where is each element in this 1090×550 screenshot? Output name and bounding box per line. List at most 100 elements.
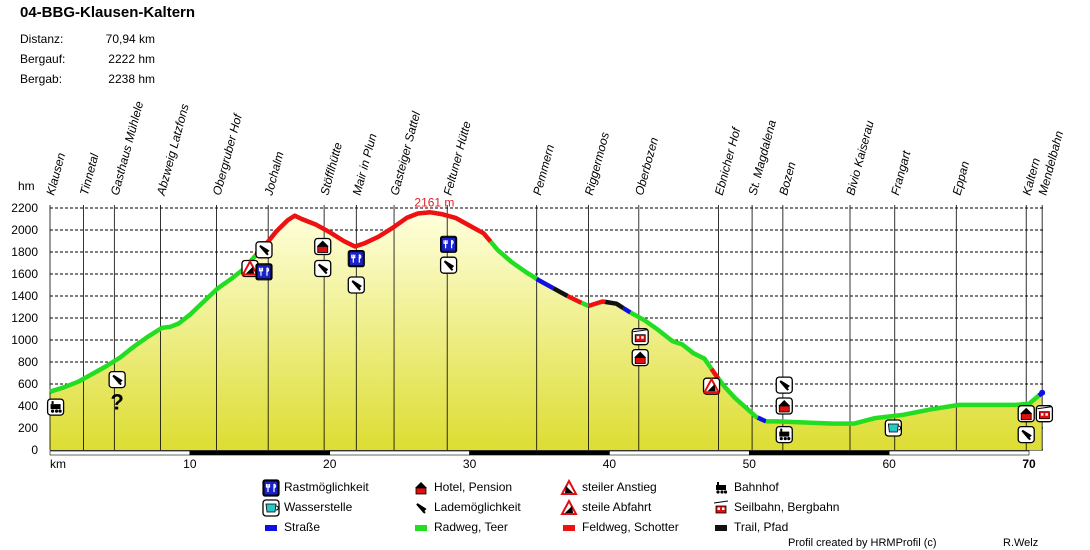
stat-distance: Distanz: 70,94 km	[20, 32, 155, 46]
credit-text: Profil created by HRMProfil (c)	[788, 537, 937, 549]
x-axis-bar-segment	[329, 450, 470, 456]
icon-body	[634, 357, 646, 365]
icon-cable	[633, 329, 648, 333]
icon-swatch	[715, 524, 727, 531]
x-tick-label: 10	[183, 457, 197, 471]
icon-glyph	[443, 260, 455, 271]
waypoint-label: Stöfflhütte	[317, 141, 345, 197]
icon-cable	[1037, 406, 1052, 410]
hotel-icon	[631, 348, 649, 367]
legend-label: Straße	[284, 520, 321, 534]
hotel-icon	[1017, 405, 1035, 423]
restaurant-legend-icon	[262, 479, 280, 497]
profile-segment-bike	[49, 253, 258, 394]
icon-chimney	[780, 428, 783, 432]
x-axis-bar-segment	[888, 450, 1030, 456]
steep-ascent-legend-icon	[560, 478, 578, 495]
waypoint-label: Eppan	[950, 159, 973, 196]
icon-glyph	[317, 263, 329, 275]
icon-glyph	[707, 384, 716, 392]
profile-segment-road	[756, 415, 768, 424]
charging-icon	[775, 376, 793, 394]
y-tick-label: 2200	[11, 201, 38, 215]
icon-glyph	[351, 254, 362, 263]
steep-descent-icon	[702, 377, 721, 395]
stat-label: Distanz:	[20, 32, 64, 46]
y-tick-label: 2000	[11, 223, 38, 237]
x-tick-label: 40	[603, 457, 617, 471]
icon-body	[779, 431, 790, 437]
max-elevation-label: 2161 m	[414, 195, 454, 209]
icon-window	[1040, 413, 1044, 416]
legend-item-gravel: Feldweg, Schotter	[560, 518, 679, 536]
legend-label: Lademöglichkeit	[434, 500, 521, 514]
profile-segment-road	[535, 276, 555, 291]
restaurant-icon	[439, 235, 458, 253]
profile-segment-bike	[716, 377, 759, 420]
stat-label: Bergauf:	[20, 52, 66, 66]
icon-wheel	[720, 490, 724, 494]
legend-item-bike: Radweg, Teer	[412, 518, 508, 536]
legend-item-charging: Lademöglichkeit	[412, 498, 521, 516]
legend-label: Trail, Pfad	[734, 520, 789, 534]
cable-car-legend-icon	[713, 500, 729, 514]
icon-window	[1045, 413, 1048, 416]
waypoint-label: Gasthaus Mühlele	[108, 99, 147, 196]
charging-icon	[255, 241, 273, 259]
icon-wheel	[783, 437, 787, 441]
icon-swatch	[563, 524, 575, 531]
icon-wheel	[50, 409, 55, 413]
trail-legend-icon	[715, 524, 727, 531]
icon-frame	[255, 263, 273, 281]
profile-segment-trail	[604, 299, 625, 311]
icon-body	[50, 404, 61, 410]
profile-segment-trail	[552, 286, 569, 298]
author-text: R.Welz	[1003, 537, 1039, 549]
waypoint-label: Jochalm	[261, 150, 286, 198]
icon-glyph	[265, 503, 277, 513]
trail-icon	[715, 524, 727, 531]
hotel-legend-icon	[415, 481, 427, 495]
waypoint-label: Oberbozen	[632, 135, 661, 196]
icon-glyph	[565, 485, 573, 493]
legend-label: Rastmöglichkeit	[284, 480, 369, 494]
icon-glyph	[245, 266, 254, 274]
icon-window	[636, 336, 640, 339]
stat-value: 70,94 km	[105, 32, 155, 46]
steep-descent-icon	[560, 498, 578, 515]
hotel-icon	[415, 481, 427, 495]
legend-item-steep-ascent: steiler Anstieg	[560, 478, 657, 496]
icon-glyph	[565, 505, 573, 513]
icon-window	[641, 336, 644, 339]
icon-roof	[634, 351, 647, 358]
stat-value: 2222 hm	[108, 52, 155, 66]
legend-label: steile Abfahrt	[582, 500, 652, 514]
waypoint-label: Riggermoos	[582, 131, 612, 197]
icon-body	[715, 505, 727, 514]
waypoint-label: Obergruber Hof	[210, 111, 246, 197]
legend-item-road: Straße	[262, 518, 320, 536]
charging-icon	[1017, 425, 1035, 444]
x-axis-unit: km	[50, 457, 66, 471]
icon-wheel	[58, 409, 62, 413]
icon-swatch	[265, 524, 277, 531]
legend-label: Hotel, Pension	[434, 480, 513, 494]
legend-item-hotel: Hotel, Pension	[412, 478, 512, 496]
icon-glyph	[258, 267, 270, 276]
gravel-legend-icon	[563, 524, 575, 531]
icon-wheel	[779, 437, 783, 441]
y-tick-label: 200	[18, 421, 38, 435]
profile-segment-gravel	[587, 299, 606, 309]
restaurant-icon	[347, 250, 365, 268]
charging-icon	[416, 502, 427, 514]
station-icon	[775, 425, 793, 444]
x-tick-label: 70	[1022, 457, 1036, 471]
y-tick-label: 400	[18, 399, 38, 413]
legend-label: Seilbahn, Bergbahn	[734, 500, 840, 514]
legend-label: Radweg, Teer	[434, 520, 508, 534]
gravel-icon	[563, 524, 575, 531]
y-tick-label: 1600	[11, 267, 38, 281]
icon-body	[415, 487, 427, 495]
waypoint-label: Frangart	[888, 149, 913, 197]
